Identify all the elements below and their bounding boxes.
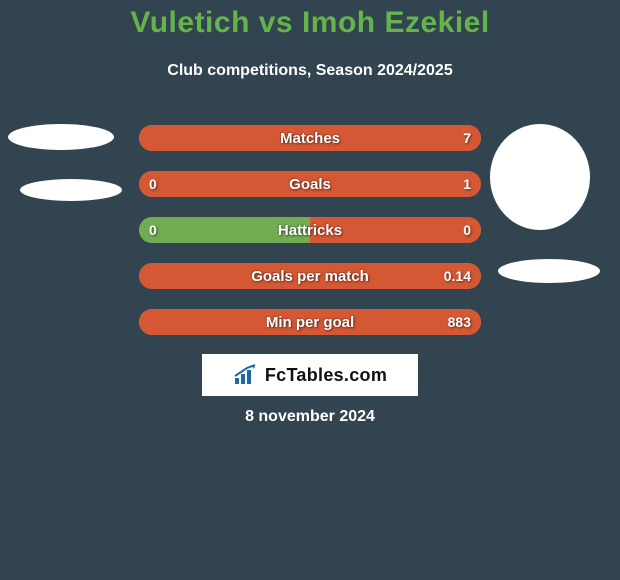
stat-row: Matches7 [139, 125, 481, 151]
stat-value-right: 1 [463, 171, 471, 197]
stat-fill-right [139, 309, 481, 335]
stat-value-left: 0 [149, 171, 157, 197]
stat-value-right: 7 [463, 125, 471, 151]
page-title: Vuletich vs Imoh Ezekiel [0, 6, 620, 40]
stat-fill-right [139, 263, 481, 289]
stat-row: Min per goal883 [139, 309, 481, 335]
page-subtitle: Club competitions, Season 2024/2025 [0, 62, 620, 80]
brand-chart-icon [233, 364, 259, 386]
stat-fill-right [139, 125, 481, 151]
right-player-circle [490, 124, 590, 230]
right-player-ellipse [498, 259, 600, 283]
stat-row: Hattricks00 [139, 217, 481, 243]
stat-value-right: 0 [463, 217, 471, 243]
brand-text: FcTables.com [265, 365, 387, 386]
left-player-ellipse-2 [20, 179, 122, 201]
stat-value-left: 0 [149, 217, 157, 243]
stat-row: Goals01 [139, 171, 481, 197]
brand-box: FcTables.com [202, 354, 418, 396]
left-player-ellipse-1 [8, 124, 114, 150]
stats-bars: Matches7Goals01Hattricks00Goals per matc… [139, 125, 481, 355]
stat-row: Goals per match0.14 [139, 263, 481, 289]
stat-fill-left [139, 217, 310, 243]
stat-fill-right [310, 217, 481, 243]
infographic-canvas: Vuletich vs Imoh Ezekiel Club competitio… [0, 0, 620, 580]
stat-value-right: 883 [448, 309, 471, 335]
date-line: 8 november 2024 [0, 408, 620, 426]
stat-fill-right [139, 171, 481, 197]
stat-value-right: 0.14 [444, 263, 471, 289]
